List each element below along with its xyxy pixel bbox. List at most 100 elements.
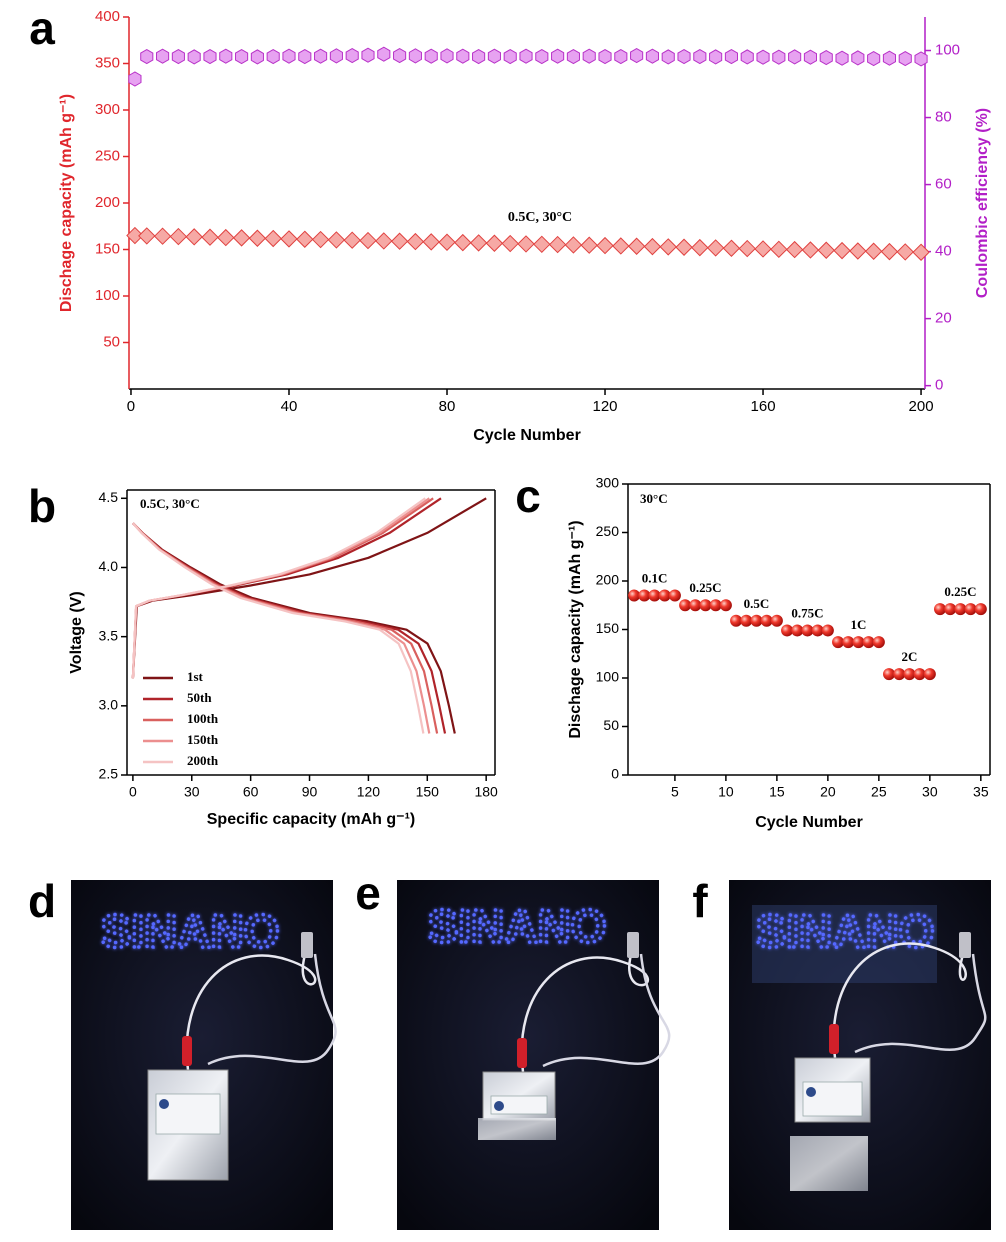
x-tick-label: 90 xyxy=(302,784,318,800)
marker xyxy=(566,48,580,65)
marker xyxy=(329,48,343,64)
line xyxy=(131,497,447,734)
rate-label: 0.75C xyxy=(791,605,823,620)
panel-label: c xyxy=(515,470,541,522)
pouch-label xyxy=(490,1095,548,1115)
marker xyxy=(235,48,249,65)
y2-tick-label: 100 xyxy=(935,41,960,58)
marker xyxy=(883,668,896,681)
legend-label: 150th xyxy=(187,732,219,747)
rate-label: 0.5C xyxy=(744,596,770,611)
marker xyxy=(519,48,533,64)
marker xyxy=(867,50,881,67)
marker xyxy=(280,230,298,248)
y-tick-label: 4.5 xyxy=(99,489,119,505)
marker xyxy=(923,668,936,681)
marker xyxy=(898,50,912,67)
y-tick-label: 350 xyxy=(95,54,120,71)
x-tick-label: 15 xyxy=(769,784,785,800)
marker xyxy=(203,48,217,65)
marker xyxy=(893,668,906,681)
marker xyxy=(896,243,914,261)
marker xyxy=(785,240,804,259)
marker xyxy=(862,636,875,649)
x-tick-label: 60 xyxy=(243,784,259,800)
marker xyxy=(944,603,957,616)
x-axis-title: Cycle Number xyxy=(473,427,581,444)
marker xyxy=(750,614,763,627)
legend-label: 100th xyxy=(187,711,219,726)
marker xyxy=(359,231,377,250)
marker xyxy=(377,46,391,62)
marker xyxy=(677,48,691,65)
marker xyxy=(811,624,824,637)
x-tick-label: 160 xyxy=(751,398,776,415)
x-tick-label: 30 xyxy=(184,784,200,800)
rate-label: 1C xyxy=(851,617,867,632)
marker xyxy=(440,48,454,64)
y-tick-label: 200 xyxy=(596,572,620,588)
marker xyxy=(738,239,756,258)
y-tick-label: 2.5 xyxy=(99,766,119,782)
x-tick-label: 120 xyxy=(593,398,618,415)
clip xyxy=(182,1036,192,1066)
marker xyxy=(472,48,486,65)
y-tick-label: 100 xyxy=(95,287,120,304)
marker xyxy=(612,237,630,255)
marker xyxy=(219,48,233,64)
pouch-logo xyxy=(494,1101,504,1111)
marker xyxy=(217,228,235,247)
marker xyxy=(153,227,172,245)
marker xyxy=(580,236,598,254)
marker xyxy=(788,49,802,65)
marker xyxy=(880,242,899,261)
marker xyxy=(250,49,264,65)
legend-label: 1st xyxy=(187,669,204,684)
x-tick-label: 25 xyxy=(871,784,887,800)
marker xyxy=(722,239,741,257)
pouch-logo xyxy=(159,1099,169,1109)
x-tick-label: 180 xyxy=(474,784,498,800)
marker xyxy=(852,636,865,649)
marker xyxy=(438,233,456,251)
x-tick-label: 0 xyxy=(127,398,135,415)
clip xyxy=(829,1024,839,1054)
y-tick-label: 3.5 xyxy=(99,627,119,643)
annotation: 0.5C, 30°C xyxy=(508,210,572,225)
marker xyxy=(630,47,644,64)
x-tick-label: 120 xyxy=(357,784,381,800)
marker xyxy=(699,599,712,612)
marker xyxy=(754,240,772,258)
marker xyxy=(730,614,743,627)
panel-label: f xyxy=(692,875,708,927)
marker xyxy=(232,229,251,247)
marker xyxy=(533,235,551,253)
marker xyxy=(282,48,296,64)
y-tick-label: 250 xyxy=(596,523,620,539)
marker xyxy=(801,241,820,259)
y-tick-label: 4.0 xyxy=(99,558,119,574)
marker xyxy=(140,48,154,65)
marker xyxy=(456,48,470,64)
marker xyxy=(454,233,472,252)
marker xyxy=(914,51,928,67)
pouch-part xyxy=(478,1118,556,1140)
marker xyxy=(503,48,517,65)
y-tick-label: 3.0 xyxy=(99,697,119,713)
marker xyxy=(849,242,867,260)
x-tick-label: 20 xyxy=(820,784,836,800)
marker xyxy=(406,232,425,251)
marker xyxy=(248,229,267,247)
y-tick-label: 300 xyxy=(596,475,620,491)
x-tick-label: 40 xyxy=(281,398,298,415)
marker xyxy=(833,241,851,260)
wire xyxy=(185,947,317,1071)
y-tick-label: 150 xyxy=(95,240,120,257)
marker xyxy=(598,48,612,65)
marker xyxy=(661,49,675,65)
marker xyxy=(517,235,535,253)
marker xyxy=(760,614,773,627)
marker xyxy=(327,231,346,249)
y-tick-label: 200 xyxy=(95,194,120,211)
marker xyxy=(648,589,661,602)
